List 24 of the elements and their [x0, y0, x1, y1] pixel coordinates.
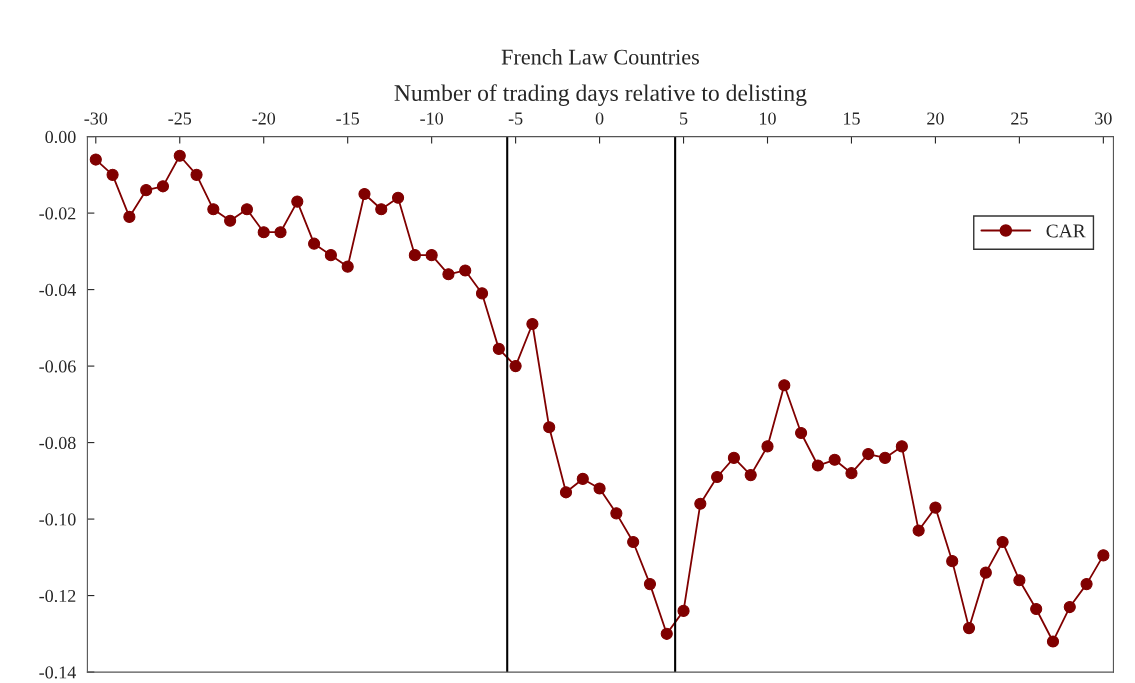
x-tick-label: 5 — [680, 112, 688, 125]
x-tick-label: 0 — [595, 112, 604, 125]
x-tick-label: 30 — [1095, 112, 1112, 125]
x-tick-label: -20 — [252, 112, 276, 125]
x-tick-label: 15 — [844, 112, 860, 125]
x-axis-title: Number of trading days relative to delisting — [394, 84, 807, 106]
x-tick-label: -30 — [84, 112, 108, 125]
chart-title: French Law Countries — [501, 48, 699, 65]
x-tick-label: 25 — [1011, 112, 1028, 125]
legend-label: CAR — [1046, 224, 1086, 238]
y-tick-label: -0.12 — [39, 589, 76, 603]
x-tick-label: 10 — [760, 112, 776, 125]
x-tick-label: -5 — [508, 112, 523, 125]
x-tick-label: 20 — [927, 112, 944, 125]
y-tick-label: -0.04 — [39, 283, 76, 297]
x-tick-label: -15 — [336, 112, 360, 125]
y-tick-label: -0.06 — [39, 360, 76, 373]
y-tick-label: -0.02 — [39, 207, 76, 220]
y-tick-label: -0.14 — [39, 666, 76, 679]
x-tick-label: -25 — [168, 112, 192, 125]
y-tick-label: -0.08 — [39, 436, 76, 450]
y-tick-label: 0.00 — [45, 130, 76, 144]
x-tick-label: -10 — [420, 112, 443, 125]
y-tick-label: -0.10 — [39, 513, 76, 526]
